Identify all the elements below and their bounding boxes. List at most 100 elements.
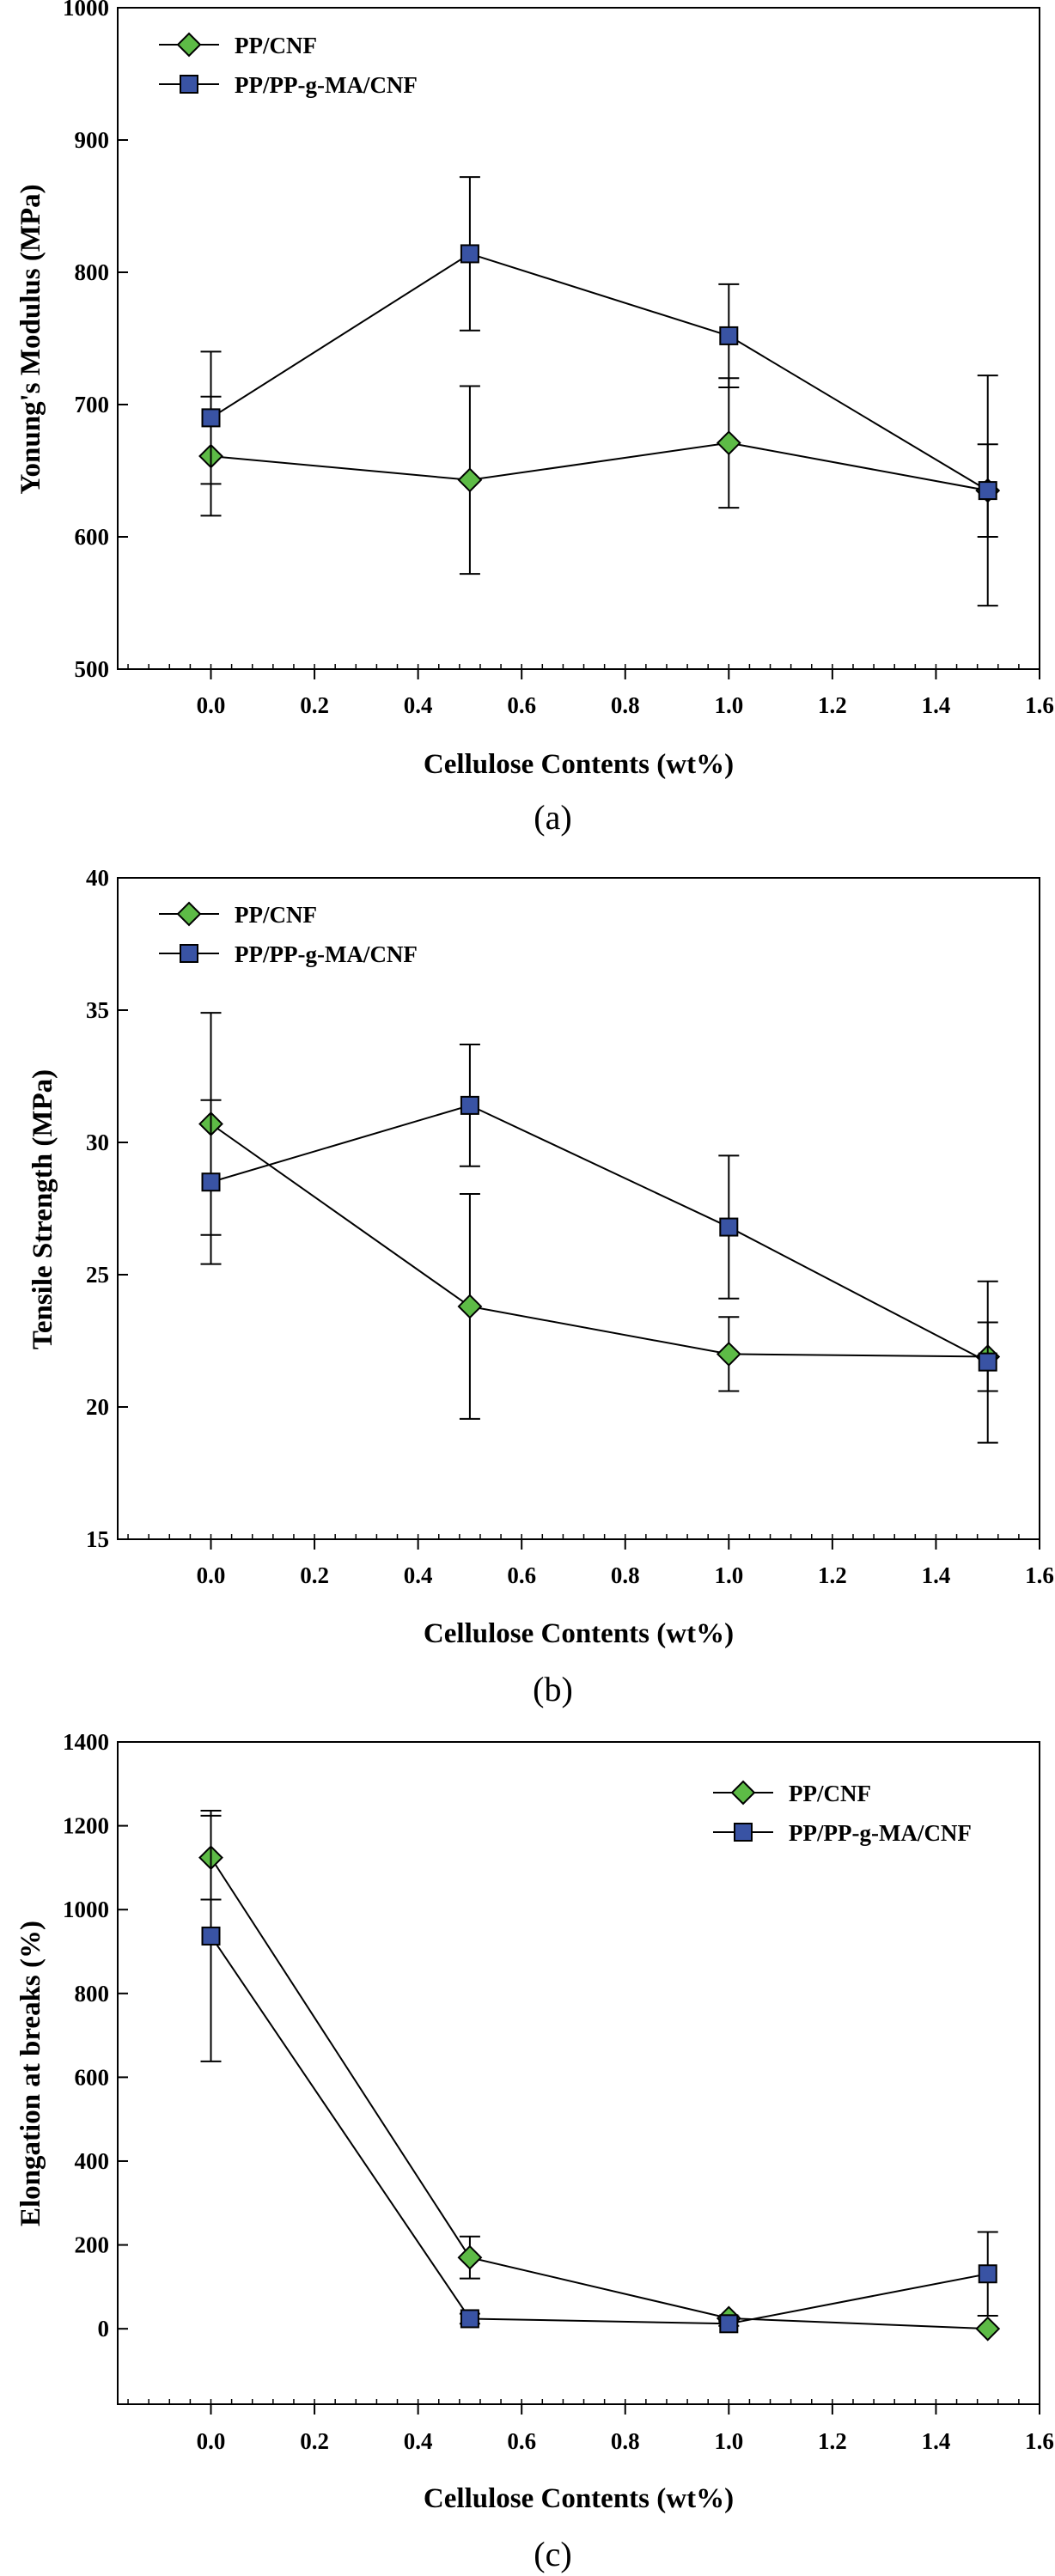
data-point bbox=[719, 2314, 739, 2334]
x-tick-label: 1.0 bbox=[714, 692, 743, 718]
y-tick-label: 0 bbox=[98, 2316, 110, 2342]
y-axis-label: Tensile Strength (MPa) bbox=[27, 1069, 58, 1349]
series-line bbox=[210, 1935, 988, 2325]
legend-square-icon bbox=[180, 944, 198, 963]
x-tick-label: 0.0 bbox=[197, 1562, 226, 1588]
data-point bbox=[201, 408, 221, 428]
y-tick-label: 35 bbox=[86, 997, 109, 1023]
x-tick-label: 0.6 bbox=[507, 2428, 536, 2454]
panel-caption: (b) bbox=[533, 1670, 573, 1708]
x-tick-label: 0.0 bbox=[197, 692, 226, 718]
legend-label: PP/PP-g-MA/CNF bbox=[235, 941, 418, 967]
x-tick-label: 0.6 bbox=[507, 692, 536, 718]
data-point bbox=[978, 481, 997, 501]
y-tick-label: 15 bbox=[86, 1526, 109, 1552]
legend-square-icon bbox=[734, 1823, 753, 1842]
legend-label: PP/CNF bbox=[235, 33, 317, 58]
x-tick-label: 1.2 bbox=[818, 692, 847, 718]
x-tick-label: 1.0 bbox=[714, 1562, 743, 1588]
y-tick-label: 1000 bbox=[63, 1897, 109, 1922]
y-tick-label: 1400 bbox=[63, 1729, 109, 1755]
data-point bbox=[457, 467, 483, 493]
data-point bbox=[719, 1217, 739, 1237]
data-point bbox=[716, 1341, 741, 1367]
series-pp-pp-g-ma-cnf bbox=[200, 1810, 998, 2334]
legend-diamond-icon bbox=[176, 901, 202, 927]
y-tick-label: 600 bbox=[75, 2064, 110, 2090]
x-tick-label: 0.4 bbox=[404, 692, 433, 718]
series-line bbox=[210, 1857, 988, 2330]
y-tick-label: 800 bbox=[75, 259, 110, 285]
y-tick-label: 40 bbox=[86, 865, 109, 891]
y-tick-label: 1000 bbox=[63, 0, 109, 21]
y-axis-label: Elongation at breaks (%) bbox=[15, 1921, 46, 2226]
data-point bbox=[978, 1352, 997, 1372]
y-tick-label: 20 bbox=[86, 1394, 109, 1420]
y-tick-label: 30 bbox=[86, 1130, 109, 1155]
y-tick-label: 400 bbox=[75, 2148, 110, 2174]
y-axis-label: Yonung's Modulus (MPa) bbox=[15, 184, 46, 494]
y-tick-label: 200 bbox=[75, 2232, 110, 2258]
series-pp-cnf bbox=[198, 377, 1001, 575]
series-line bbox=[210, 1123, 988, 1358]
series-line bbox=[210, 253, 989, 491]
plot-frame bbox=[117, 877, 1040, 1540]
chart-panel-b: 0.0 0.2 0.4 0.6 0.8 1.0 1.2 1.4 1.6 15 20 25 30 35 40 C… bbox=[0, 859, 1055, 1718]
data-point bbox=[457, 1294, 483, 1319]
legend-square-icon bbox=[180, 75, 198, 94]
x-tick-label: 1.4 bbox=[922, 1562, 951, 1588]
legend: PP/CNF PP/PP-g-MA/CNF bbox=[713, 1780, 972, 1846]
data-point bbox=[460, 244, 479, 264]
y-tick-label: 25 bbox=[86, 1262, 109, 1288]
x-axis-label: Cellulose Contents (wt%) bbox=[424, 749, 734, 780]
x-tick-label: 0.2 bbox=[300, 692, 329, 718]
x-axis-label: Cellulose Contents (wt%) bbox=[424, 2483, 734, 2514]
x-tick-label: 0.8 bbox=[611, 692, 640, 718]
legend: PP/CNF PP/PP-g-MA/CNF bbox=[159, 32, 418, 98]
series-pp-cnf bbox=[198, 1814, 1001, 2342]
data-point bbox=[460, 1095, 479, 1115]
x-tick-label: 1.6 bbox=[1025, 2428, 1054, 2454]
y-tick-label: 1200 bbox=[63, 1813, 109, 1839]
legend: PP/CNF PP/PP-g-MA/CNF bbox=[159, 901, 418, 967]
x-tick-label: 1.2 bbox=[818, 2428, 847, 2454]
series-pp-pp-g-ma-cnf bbox=[200, 176, 998, 607]
panel-caption: (a) bbox=[534, 798, 571, 837]
data-point bbox=[978, 2264, 997, 2284]
y-tick-label: 500 bbox=[75, 656, 110, 682]
x-tick-label: 0.6 bbox=[507, 1562, 536, 1588]
elongation-chart: 0.0 0.2 0.4 0.6 0.8 1.0 1.2 1.4 1.6 0 200 400 600 800… bbox=[15, 1729, 1054, 2573]
x-tick-label: 0.2 bbox=[300, 2428, 329, 2454]
y-tick-label: 700 bbox=[75, 392, 110, 417]
y-tick-label: 600 bbox=[75, 524, 110, 550]
data-point bbox=[460, 2309, 479, 2329]
y-tick-label: 800 bbox=[75, 1981, 110, 2007]
legend-label: PP/PP-g-MA/CNF bbox=[235, 72, 418, 98]
x-tick-label: 1.2 bbox=[818, 1562, 847, 1588]
youngs-modulus-chart: 0.0 0.2 0.4 0.6 0.8 1.0 1.2 1.4 1.6 500 600 700 800 9… bbox=[15, 0, 1054, 837]
x-tick-label: 0.8 bbox=[611, 1562, 640, 1588]
data-point bbox=[201, 1926, 221, 1946]
y-tick-label: 900 bbox=[75, 127, 110, 153]
plot-frame bbox=[117, 1741, 1040, 2405]
data-point bbox=[975, 2316, 1001, 2342]
x-tick-label: 1.4 bbox=[922, 2428, 951, 2454]
legend-label: PP/PP-g-MA/CNF bbox=[789, 1820, 972, 1846]
chart-panel-c: 0.0 0.2 0.4 0.6 0.8 1.0 1.2 1.4 1.6 0 200 400 600 800… bbox=[0, 1717, 1055, 2576]
x-axis-label: Cellulose Contents (wt%) bbox=[424, 1618, 734, 1649]
x-tick-label: 0.0 bbox=[197, 2428, 226, 2454]
x-tick-label: 0.4 bbox=[404, 2428, 433, 2454]
x-tick-label: 0.4 bbox=[404, 1562, 433, 1588]
data-point bbox=[457, 2244, 483, 2270]
panel-caption: (c) bbox=[534, 2535, 571, 2573]
series-line bbox=[210, 442, 988, 492]
series-pp-pp-g-ma-cnf bbox=[200, 1044, 998, 1444]
plot-frame bbox=[117, 7, 1040, 670]
x-tick-label: 1.6 bbox=[1025, 1562, 1054, 1588]
legend-diamond-icon bbox=[730, 1780, 756, 1806]
series-pp-cnf bbox=[198, 1012, 1001, 1420]
data-point bbox=[719, 326, 739, 345]
series-line bbox=[210, 1104, 989, 1363]
x-tick-label: 0.2 bbox=[300, 1562, 329, 1588]
x-tick-label: 1.4 bbox=[922, 692, 951, 718]
